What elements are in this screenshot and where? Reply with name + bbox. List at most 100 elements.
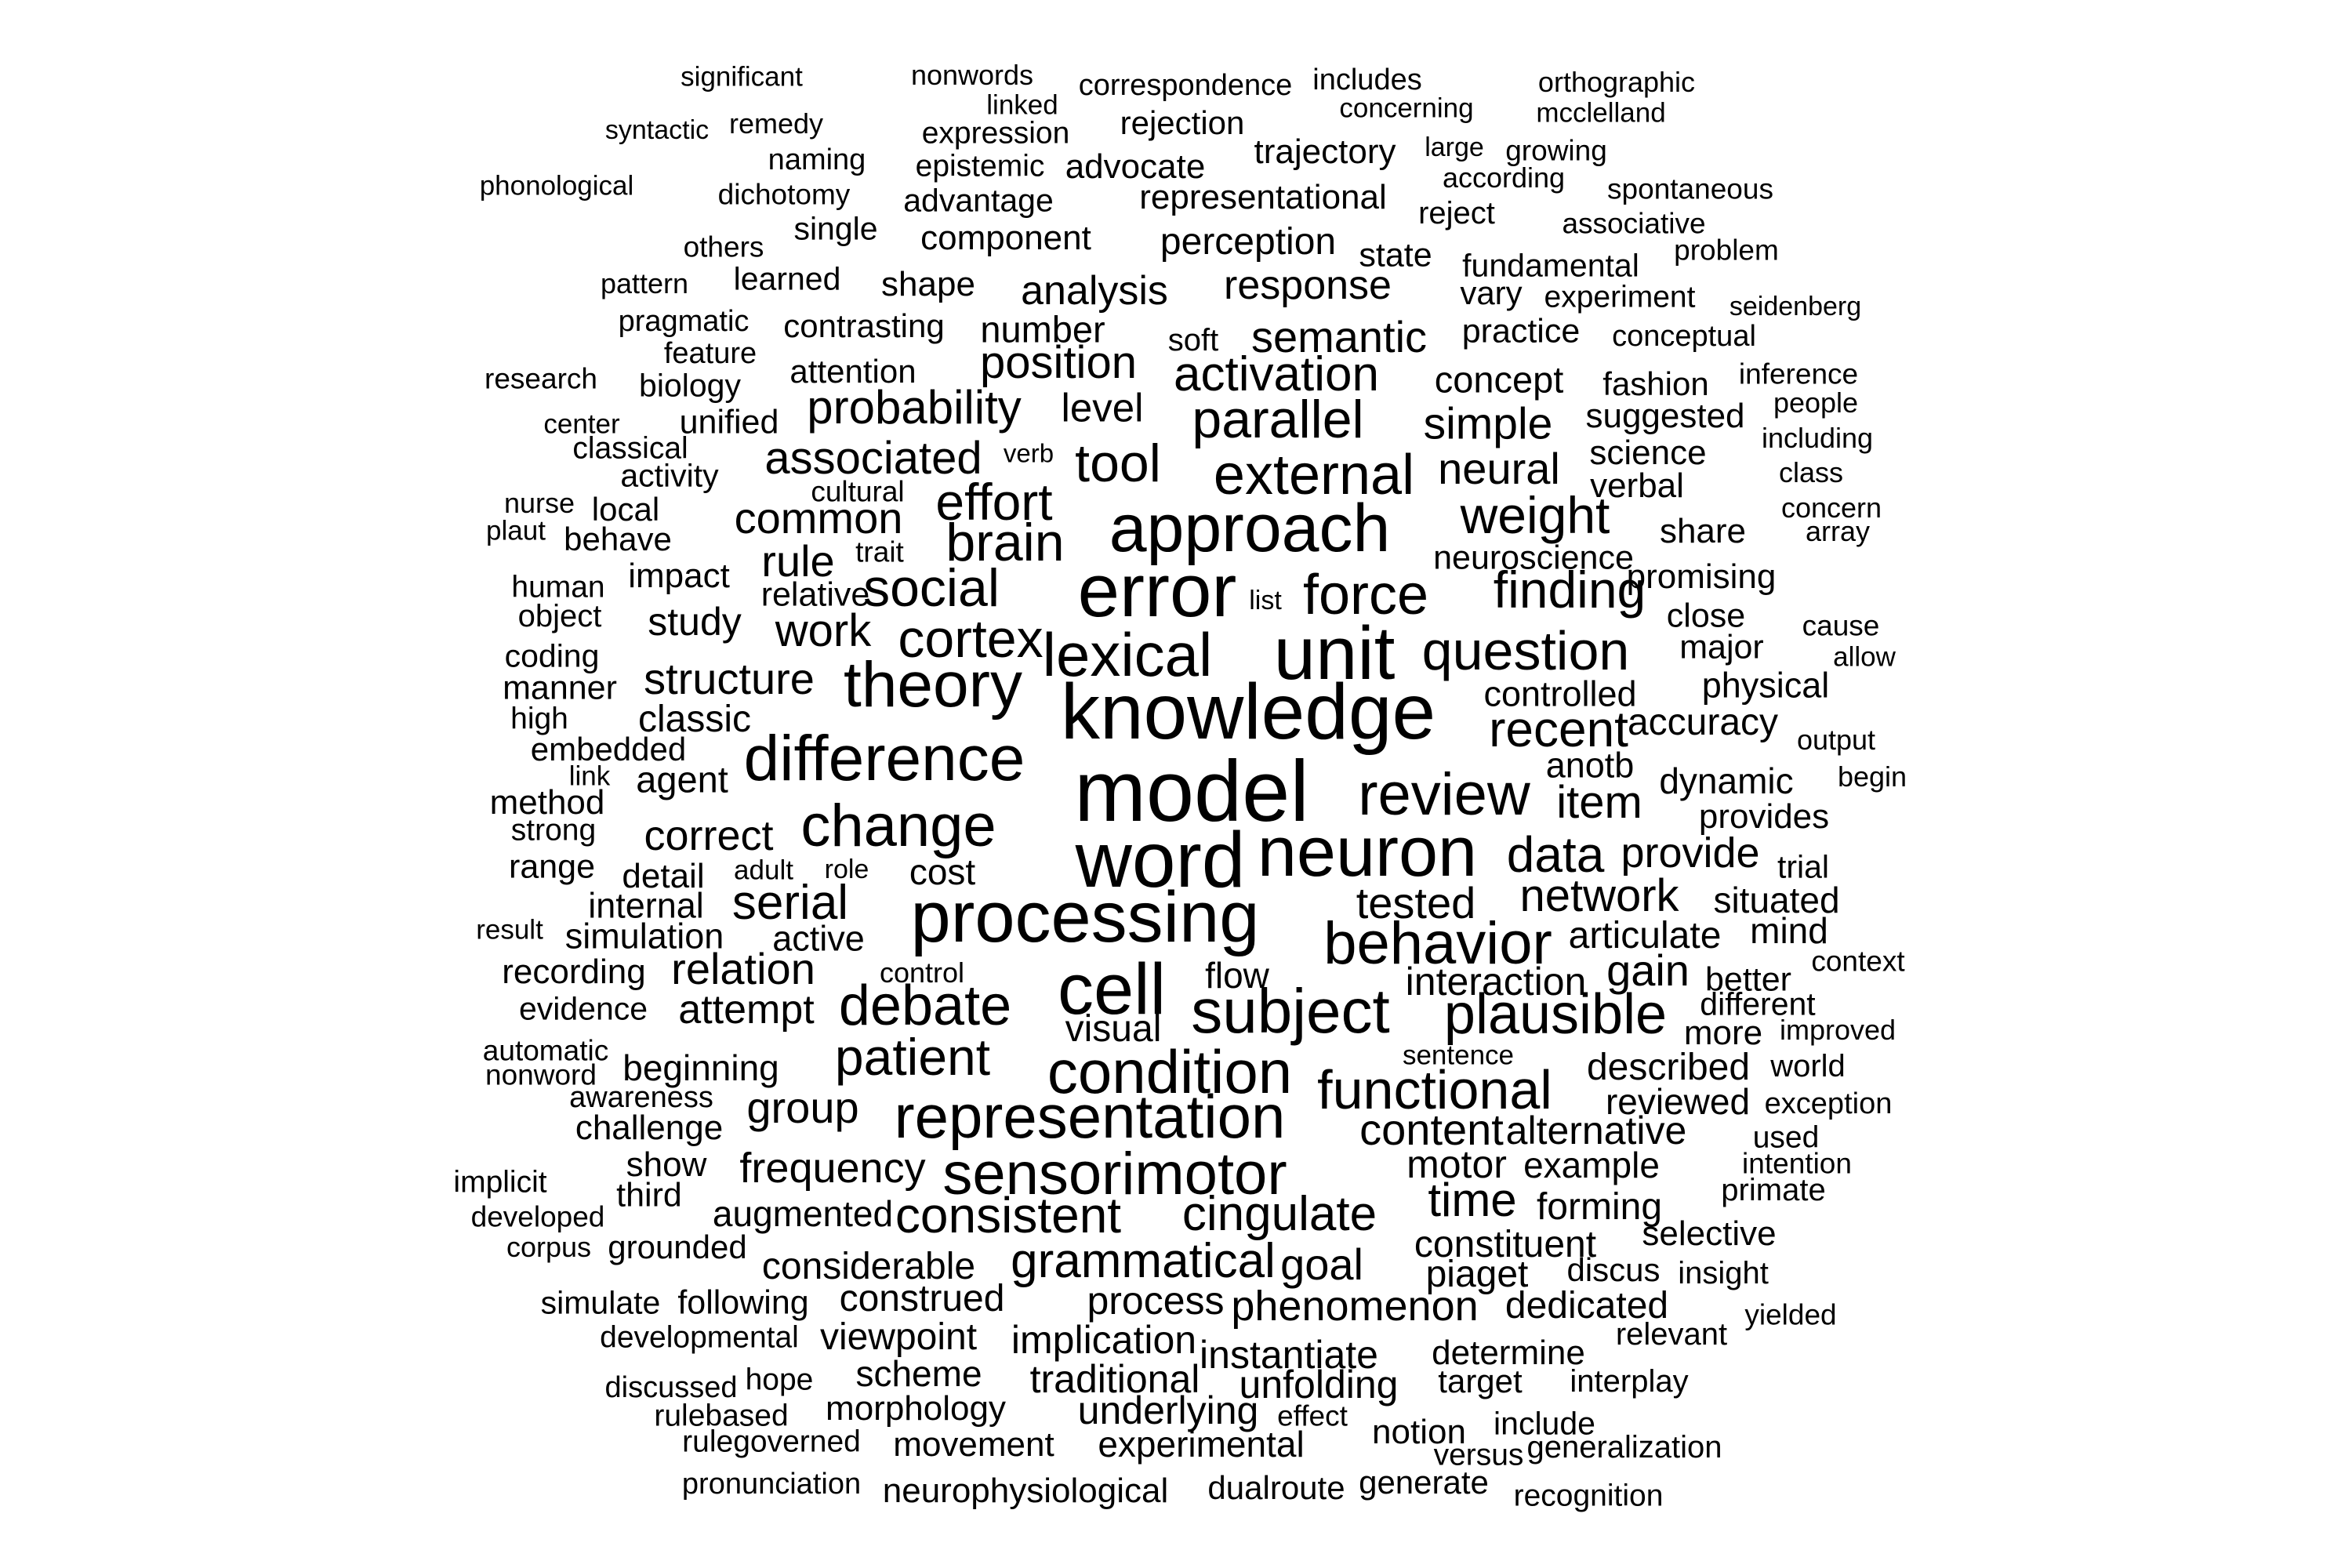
word: finding — [1493, 561, 1646, 619]
word: object — [517, 599, 602, 633]
word: developmental — [600, 1320, 799, 1355]
word: representational — [1139, 178, 1387, 216]
word: high — [510, 702, 568, 736]
word: consistent — [895, 1187, 1122, 1243]
word: subject — [1191, 976, 1390, 1046]
word: change — [800, 793, 996, 859]
word: implicit — [453, 1165, 547, 1200]
word: social — [863, 558, 1000, 618]
word: debate — [838, 975, 1012, 1037]
word: mcclelland — [1536, 97, 1666, 129]
word: close — [1666, 597, 1746, 635]
word: recognition — [1513, 1479, 1664, 1513]
word: advantage — [903, 182, 1054, 219]
word: begin — [1837, 760, 1907, 793]
word: notion — [1372, 1413, 1466, 1451]
word: frequency — [739, 1145, 926, 1192]
word: semantic — [1250, 312, 1428, 361]
word: verb — [1003, 438, 1054, 468]
word: discussed — [604, 1371, 738, 1404]
word: result — [476, 914, 543, 946]
word: biology — [639, 367, 741, 404]
word: strong — [510, 813, 597, 848]
word: relation — [671, 944, 815, 993]
word: world — [1770, 1049, 1846, 1083]
word: force — [1302, 564, 1429, 626]
word: attempt — [678, 987, 815, 1033]
word: context — [1811, 945, 1905, 978]
word: inference — [1738, 358, 1859, 390]
word: insight — [1678, 1256, 1769, 1290]
word: corpus — [506, 1231, 592, 1263]
word: including — [1761, 422, 1874, 454]
word: considerable — [761, 1246, 976, 1287]
word: recording — [502, 953, 646, 991]
word: soft — [1167, 323, 1219, 358]
word: dualroute — [1207, 1469, 1345, 1506]
word: process — [1087, 1279, 1225, 1323]
word: yielded — [1744, 1298, 1837, 1331]
word: vary — [1460, 274, 1523, 311]
word: hope — [745, 1363, 814, 1397]
word: correct — [644, 812, 774, 859]
word: weight — [1460, 486, 1610, 544]
word: array — [1805, 515, 1871, 547]
word: serial — [731, 876, 849, 930]
word: associative — [1562, 207, 1706, 240]
word: others — [683, 230, 764, 263]
word: generate — [1359, 1464, 1489, 1501]
word: automatic — [482, 1034, 609, 1067]
word: neural — [1438, 444, 1560, 493]
word: evidence — [518, 990, 648, 1027]
word: better — [1705, 960, 1791, 999]
word: expression — [921, 116, 1070, 151]
word: linked — [986, 89, 1058, 121]
word: alternative — [1505, 1109, 1687, 1152]
word: conceptual — [1612, 320, 1756, 353]
word: functional — [1317, 1059, 1552, 1120]
word: agent — [636, 758, 728, 800]
word: response — [1224, 263, 1392, 308]
word: beginning — [622, 1047, 779, 1088]
word: cingulate — [1181, 1187, 1377, 1241]
word: cultural — [811, 475, 905, 508]
word: goal — [1280, 1240, 1363, 1289]
word: naming — [768, 143, 866, 176]
word: rulegoverned — [682, 1425, 861, 1459]
word: syntactic — [604, 115, 710, 145]
word: described — [1586, 1047, 1751, 1088]
word: movement — [893, 1425, 1054, 1464]
word: fundamental — [1462, 247, 1639, 284]
word: following — [677, 1283, 809, 1322]
word: simulate — [540, 1284, 661, 1321]
word: constituent — [1414, 1224, 1597, 1265]
word: level — [1061, 385, 1144, 430]
word: visual — [1065, 1008, 1162, 1050]
word: example — [1523, 1145, 1660, 1185]
word: dynamic — [1659, 760, 1794, 801]
word: sensorimotor — [942, 1141, 1287, 1207]
word: flow — [1205, 955, 1269, 996]
word: parallel — [1192, 390, 1364, 449]
word: external — [1213, 444, 1415, 506]
word: behave — [564, 521, 672, 557]
word: target — [1438, 1363, 1523, 1399]
word: versus — [1433, 1438, 1524, 1472]
word: attention — [789, 353, 916, 390]
word: content — [1359, 1105, 1504, 1154]
word: question — [1421, 620, 1630, 681]
word: grammatical — [1011, 1234, 1276, 1288]
word: determine — [1432, 1334, 1585, 1372]
word: single — [793, 210, 878, 247]
word: position — [980, 337, 1137, 388]
word: approach — [1109, 491, 1391, 566]
word: probability — [807, 381, 1022, 434]
word: relative — [760, 575, 870, 614]
word: class — [1778, 456, 1844, 488]
word: major — [1679, 628, 1764, 666]
word: promising — [1626, 557, 1777, 596]
word: concern — [1780, 492, 1882, 524]
word: exception — [1764, 1087, 1893, 1120]
word: component — [920, 219, 1091, 257]
word: time — [1428, 1174, 1517, 1226]
